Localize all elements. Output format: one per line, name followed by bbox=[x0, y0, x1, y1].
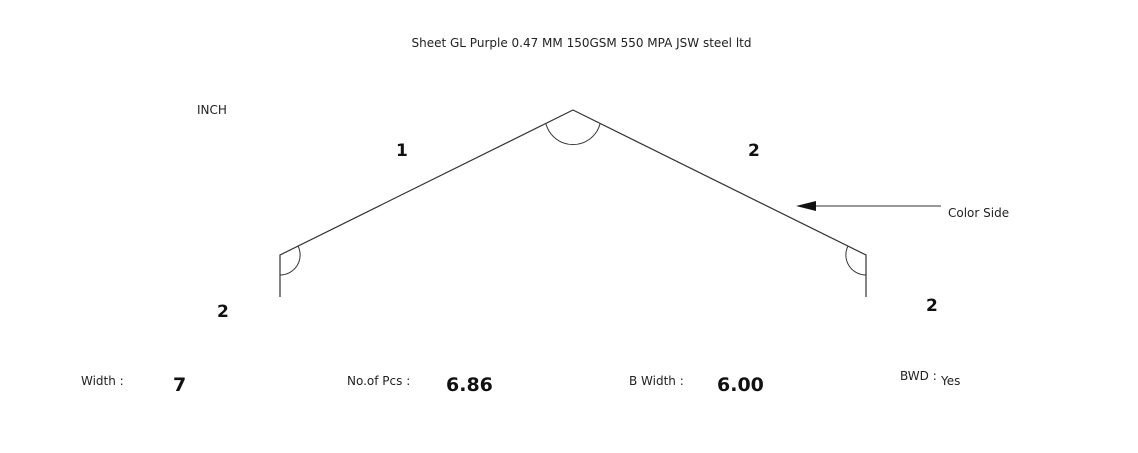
dimension-left-slope: 1 bbox=[396, 141, 408, 161]
bwd-value: Yes bbox=[941, 374, 960, 388]
dimension-right-leg: 2 bbox=[926, 296, 938, 316]
dimension-left-leg: 2 bbox=[217, 302, 229, 322]
apex-angle-arc bbox=[546, 124, 600, 145]
pcs-value: 6.86 bbox=[446, 374, 493, 396]
b-width-label: B Width : bbox=[629, 374, 684, 388]
b-width-value: 6.00 bbox=[717, 374, 764, 396]
color-side-arrowhead bbox=[796, 201, 816, 211]
width-label: Width : bbox=[81, 374, 124, 388]
profile-outline bbox=[280, 110, 866, 297]
color-side-label: Color Side bbox=[948, 206, 1009, 220]
pcs-label: No.of Pcs : bbox=[347, 374, 410, 388]
bwd-label: BWD : bbox=[900, 369, 937, 383]
width-value: 7 bbox=[173, 374, 186, 396]
dimension-right-slope: 2 bbox=[748, 141, 760, 161]
